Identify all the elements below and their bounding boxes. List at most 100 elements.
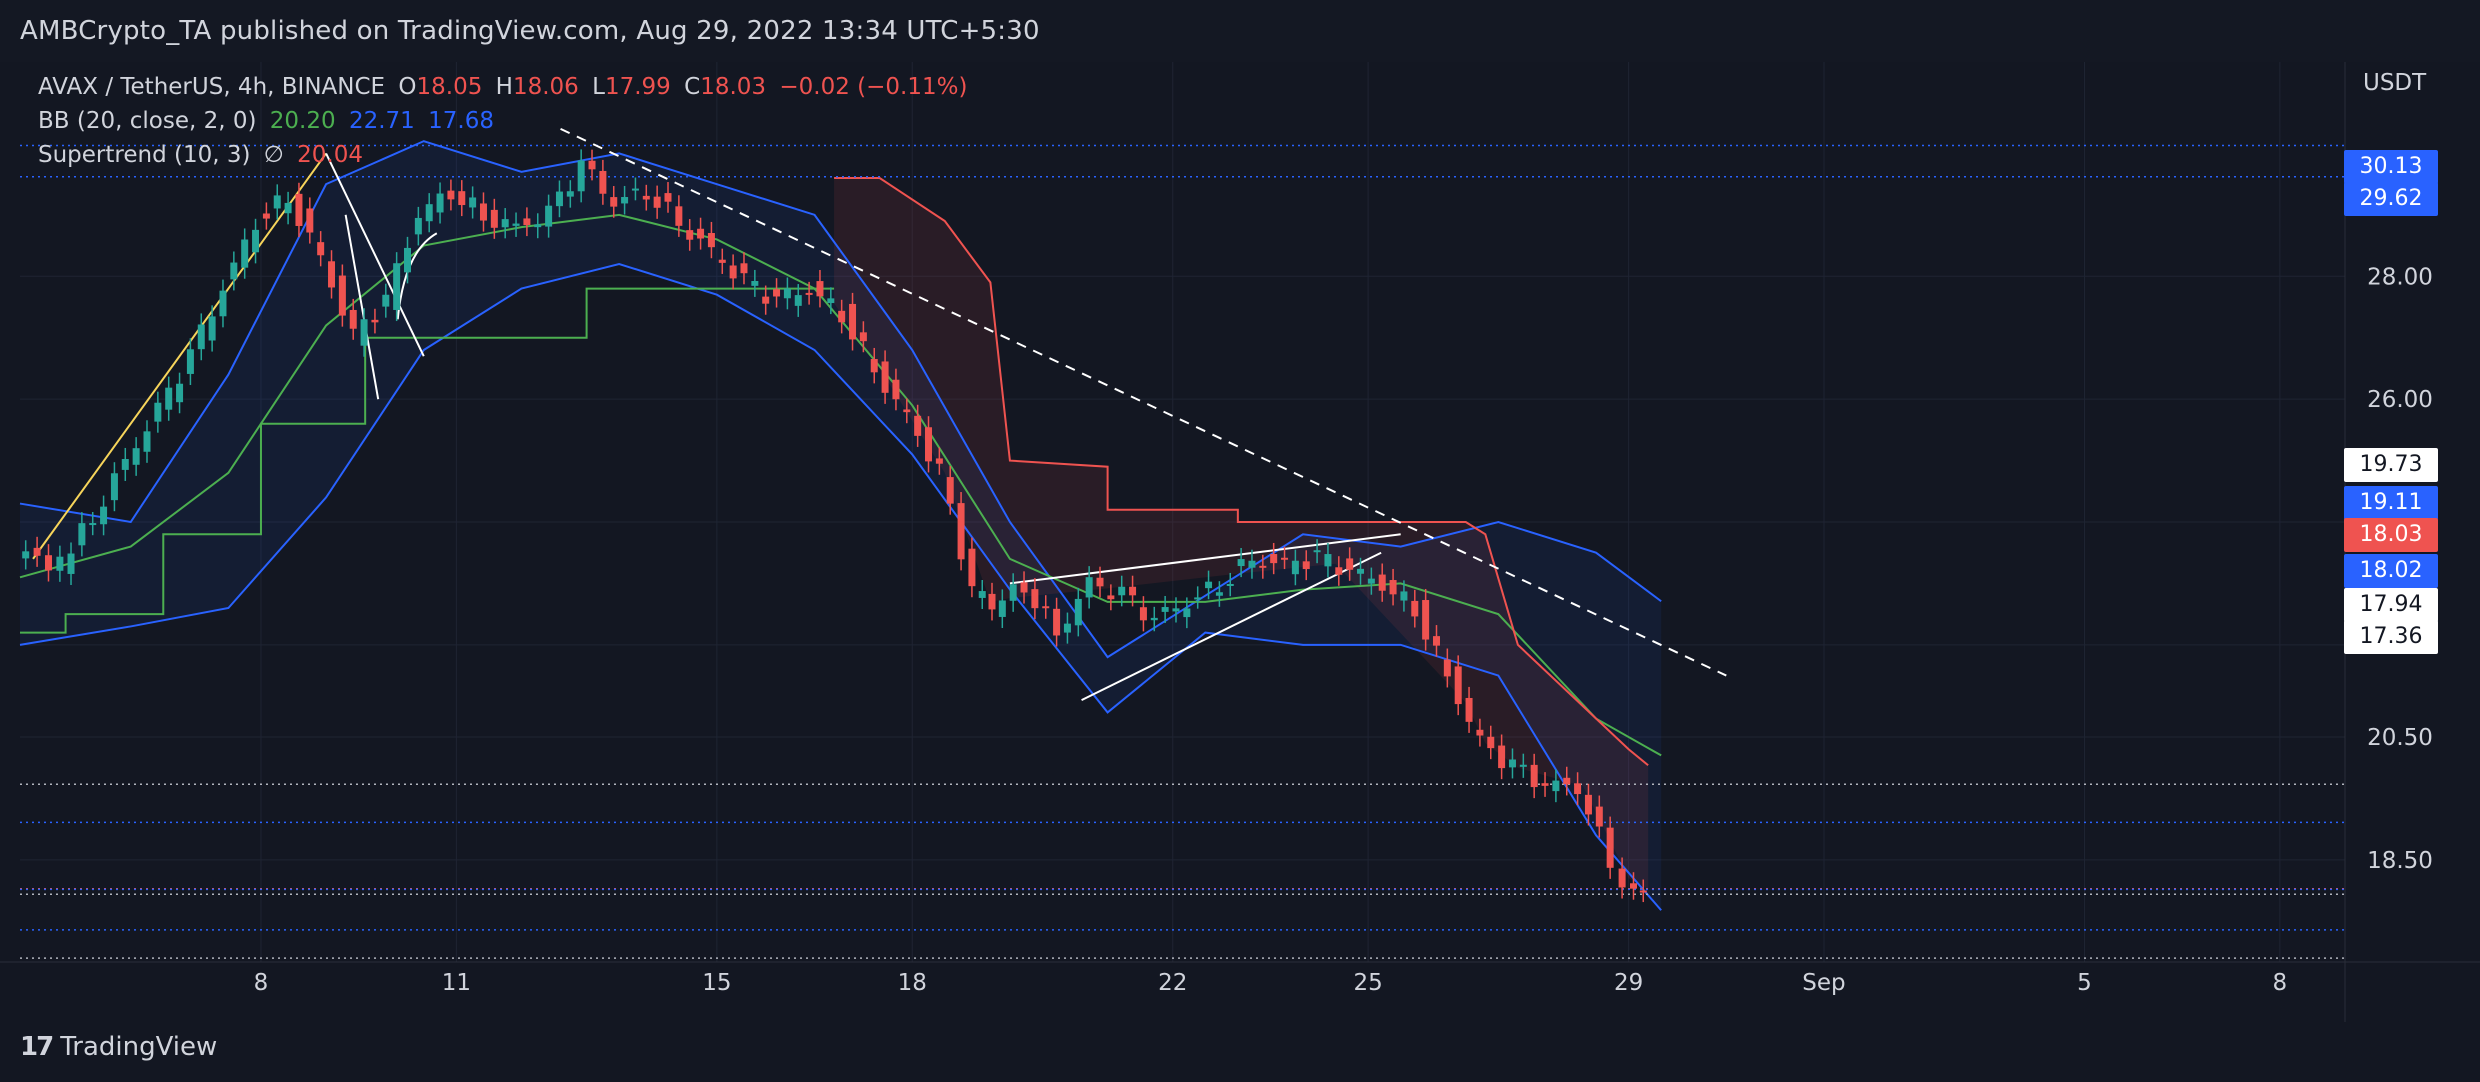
candle-body: [490, 209, 498, 228]
y-tick-label: 18.50: [2367, 848, 2433, 874]
brand-label: TradingView: [60, 1032, 218, 1062]
bollinger-fill: [20, 141, 1662, 911]
candle-body: [186, 349, 194, 374]
candle-body: [1606, 827, 1614, 868]
candle-body: [1031, 589, 1039, 609]
candle-body: [1400, 591, 1408, 601]
candle-body: [89, 523, 97, 526]
bb-label[interactable]: BB (20, close, 2, 0): [38, 108, 257, 134]
candle-body: [1009, 584, 1017, 601]
candle-body: [859, 332, 867, 342]
candle-body: [1324, 554, 1332, 567]
candle-body: [317, 242, 325, 256]
publisher-header: AMBCrypto_TA published on TradingView.co…: [0, 0, 2480, 62]
supertrend-fill: [834, 178, 1649, 889]
candle-body: [501, 219, 509, 228]
candle-body: [1357, 568, 1365, 574]
change-value: −0.02 (−0.11%): [779, 74, 968, 100]
candle-body: [555, 191, 563, 207]
candle-body: [349, 309, 357, 329]
candle-body: [458, 191, 466, 206]
candle-body: [78, 523, 86, 546]
price-tag: 18.03: [2344, 518, 2438, 552]
close-label: C: [684, 74, 701, 100]
candle-body: [371, 319, 379, 323]
candle-body: [447, 190, 455, 200]
candle-body: [262, 213, 270, 219]
x-tick-label: Sep: [1802, 970, 1845, 996]
tradingview-logo[interactable]: 17 TradingView: [20, 1032, 217, 1062]
x-tick-label: 25: [1353, 970, 1382, 996]
symbol-label[interactable]: AVAX / TetherUS, 4h, BINANCE: [38, 74, 386, 100]
price-tag: 18.02: [2344, 554, 2438, 588]
bb-lower-line: [19, 262, 1662, 911]
low-label: L: [592, 74, 605, 100]
footer: [0, 1022, 2480, 1082]
candle-body: [1346, 558, 1354, 570]
wedge-upper-line: [1009, 533, 1401, 585]
candle-body: [914, 415, 922, 436]
bb-basis-value: 20.20: [269, 108, 336, 134]
candle-body: [414, 217, 422, 235]
candle-body: [1443, 659, 1451, 677]
candle-body: [631, 188, 639, 191]
candle-body: [56, 556, 64, 571]
candle-body: [219, 290, 227, 317]
candle-body: [773, 289, 781, 297]
candle-body: [1226, 583, 1234, 586]
open-value: 18.05: [416, 74, 483, 100]
candle-body: [697, 228, 705, 239]
candle-body: [1454, 666, 1462, 705]
candle-body: [892, 379, 900, 400]
candle-body: [1552, 780, 1560, 792]
close-value: 18.03: [700, 74, 767, 100]
candle-body: [295, 193, 303, 226]
price-tag: 30.13: [2344, 150, 2438, 184]
candle-body: [1313, 550, 1321, 553]
candle-body: [1563, 777, 1571, 785]
candle-body: [110, 473, 118, 501]
candle-body: [653, 196, 661, 208]
candle-body: [1161, 607, 1169, 612]
candle-body: [241, 239, 249, 268]
candle-body: [1389, 580, 1397, 595]
candle-body: [1074, 598, 1082, 626]
x-tick-label: 18: [898, 970, 927, 996]
candle-body: [718, 259, 726, 263]
x-tick-label: 15: [702, 970, 731, 996]
candle-body: [1237, 559, 1245, 567]
candle-body: [479, 203, 487, 221]
candle-body: [816, 281, 824, 297]
candle-body: [1172, 608, 1180, 612]
candle-body: [1259, 565, 1267, 568]
x-tick-label: 22: [1158, 970, 1187, 996]
candle-body: [44, 555, 52, 571]
candle-body: [783, 288, 791, 299]
candle-body: [610, 197, 618, 207]
candle-body: [22, 551, 30, 559]
bb-upper-value: 22.71: [348, 108, 415, 134]
price-tag: 17.36: [2344, 620, 2438, 654]
candle-body: [1487, 736, 1495, 749]
bollinger-band-fill: [20, 141, 1662, 911]
candle-body: [252, 229, 260, 253]
chart-background: [0, 62, 2480, 1022]
candle-body: [1574, 783, 1582, 795]
supertrend-label[interactable]: Supertrend (10, 3): [38, 142, 251, 168]
candle-body: [1020, 582, 1028, 593]
candle-body: [1618, 868, 1626, 888]
y-tick-label: 28.00: [2367, 264, 2433, 290]
x-tick-label: 29: [1614, 970, 1643, 996]
candle-body: [1519, 764, 1527, 767]
candle-body: [686, 230, 694, 240]
candle-body: [404, 247, 411, 273]
candle-body: [306, 208, 314, 233]
candle-body: [599, 170, 607, 194]
candle-body: [328, 261, 336, 288]
x-tick-label: 11: [442, 970, 471, 996]
candle-body: [827, 298, 835, 304]
open-label: O: [398, 74, 417, 100]
hidden-icon: ∅: [263, 142, 284, 168]
